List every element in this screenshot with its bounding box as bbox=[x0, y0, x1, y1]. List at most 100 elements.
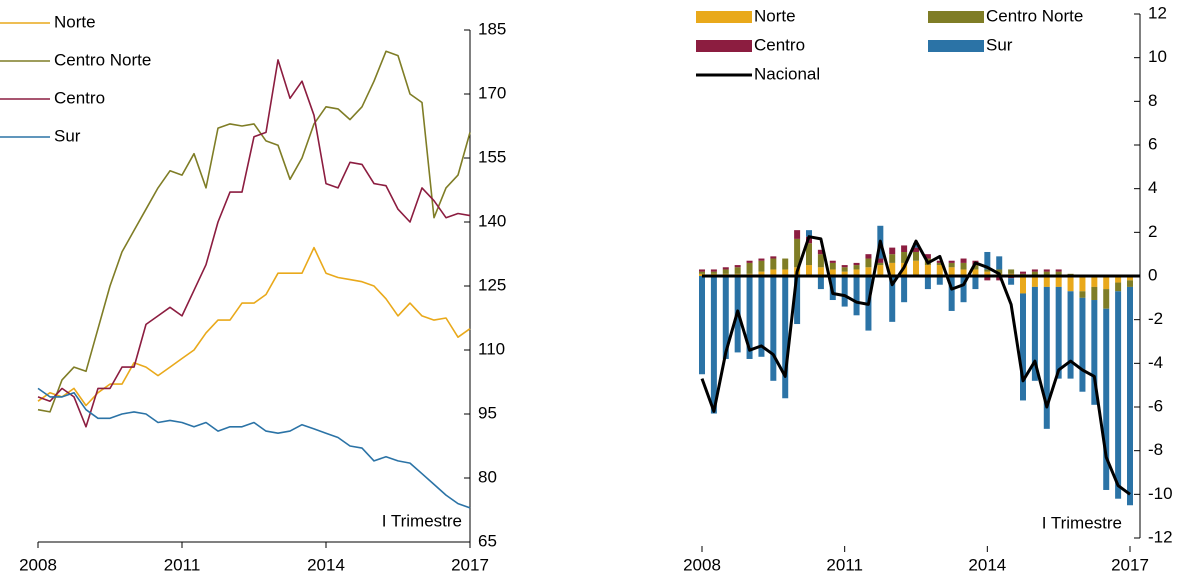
bar bbox=[972, 276, 979, 290]
bar bbox=[1067, 276, 1074, 292]
y-tick-label: -10 bbox=[1148, 484, 1173, 503]
legend-swatch bbox=[696, 40, 752, 52]
bar bbox=[913, 251, 919, 261]
legend-label: Nacional bbox=[754, 64, 820, 83]
bar bbox=[710, 276, 717, 414]
legend-label: Norte bbox=[754, 6, 796, 25]
annotation: I Trimestre bbox=[382, 511, 462, 530]
x-tick-label: 2017 bbox=[451, 555, 489, 574]
bar bbox=[806, 243, 812, 266]
bar bbox=[829, 260, 836, 263]
bar bbox=[699, 276, 705, 375]
bar bbox=[1043, 269, 1050, 272]
bar bbox=[1079, 291, 1086, 298]
bar bbox=[936, 276, 943, 285]
line bbox=[37, 387, 471, 509]
bar bbox=[1055, 271, 1062, 276]
bar bbox=[1055, 276, 1062, 287]
x-tick-label: 2011 bbox=[826, 555, 863, 574]
bar bbox=[1043, 276, 1050, 287]
bar bbox=[746, 276, 753, 359]
legend-label: Sur bbox=[54, 126, 81, 145]
bar bbox=[806, 265, 812, 276]
bar bbox=[1067, 291, 1074, 379]
bar bbox=[770, 269, 777, 276]
bar bbox=[1043, 271, 1050, 276]
x-tick-label: 2008 bbox=[683, 555, 721, 574]
x-tick-label: 2017 bbox=[1111, 555, 1149, 574]
bar bbox=[1079, 297, 1086, 392]
bar bbox=[1020, 271, 1026, 274]
y-tick-label: 65 bbox=[478, 531, 497, 550]
legend-label: Sur bbox=[986, 35, 1013, 54]
bar bbox=[853, 265, 860, 270]
bar bbox=[853, 262, 860, 266]
bar bbox=[913, 247, 919, 252]
bar bbox=[1031, 271, 1038, 276]
bar bbox=[1008, 269, 1015, 274]
bar bbox=[889, 262, 896, 276]
bar bbox=[1127, 286, 1133, 506]
bar bbox=[829, 269, 836, 276]
y-tick-label: 2 bbox=[1148, 222, 1157, 241]
bar bbox=[924, 265, 931, 276]
bar bbox=[889, 276, 896, 322]
bar bbox=[1103, 289, 1110, 309]
bar bbox=[972, 269, 979, 276]
line bbox=[37, 246, 471, 407]
bar bbox=[770, 276, 777, 381]
line bbox=[37, 59, 471, 428]
x-tick-label: 2011 bbox=[164, 555, 201, 574]
bar bbox=[853, 269, 860, 276]
bar bbox=[841, 276, 848, 307]
y-tick-label: -8 bbox=[1148, 440, 1163, 459]
legend-swatch bbox=[696, 11, 752, 23]
bar bbox=[806, 230, 812, 237]
bar bbox=[996, 276, 1003, 281]
line bbox=[700, 235, 1131, 496]
bar bbox=[841, 271, 848, 276]
bar bbox=[1079, 276, 1086, 292]
bar bbox=[722, 267, 729, 270]
bar bbox=[1115, 291, 1122, 499]
y-tick-label: -2 bbox=[1148, 309, 1163, 328]
y-tick-label: 155 bbox=[478, 147, 506, 166]
bar bbox=[734, 265, 741, 268]
bar bbox=[948, 276, 955, 311]
x-tick-label: 2014 bbox=[968, 555, 1006, 574]
bar bbox=[913, 260, 919, 276]
bar bbox=[996, 256, 1003, 270]
bar bbox=[865, 267, 872, 276]
bar bbox=[1103, 276, 1110, 290]
bar bbox=[1115, 276, 1122, 283]
bar bbox=[770, 256, 777, 259]
legend-label: Norte bbox=[54, 12, 96, 31]
bar bbox=[1031, 276, 1038, 287]
legend-label: Centro bbox=[754, 35, 805, 54]
bar bbox=[710, 269, 717, 272]
y-tick-label: -12 bbox=[1148, 527, 1173, 546]
bar bbox=[1008, 278, 1015, 285]
bar bbox=[1055, 286, 1062, 379]
bar bbox=[865, 254, 872, 259]
bar bbox=[1020, 276, 1026, 294]
bar bbox=[960, 269, 967, 276]
y-tick-label: 125 bbox=[478, 275, 506, 294]
bar bbox=[710, 271, 717, 274]
bar bbox=[758, 260, 765, 272]
bar bbox=[972, 265, 979, 270]
bar bbox=[984, 269, 991, 272]
bar bbox=[794, 276, 801, 325]
bar bbox=[924, 276, 931, 290]
bar bbox=[746, 260, 753, 263]
bar bbox=[817, 276, 824, 290]
legend-label: Centro bbox=[54, 88, 105, 107]
bar bbox=[948, 267, 955, 276]
annotation: I Trimestre bbox=[1042, 513, 1122, 532]
legend-swatch bbox=[928, 40, 984, 52]
bar bbox=[877, 262, 884, 266]
y-tick-label: -4 bbox=[1148, 353, 1163, 372]
bar bbox=[924, 254, 931, 259]
bar bbox=[722, 276, 729, 359]
bar bbox=[1127, 280, 1133, 287]
